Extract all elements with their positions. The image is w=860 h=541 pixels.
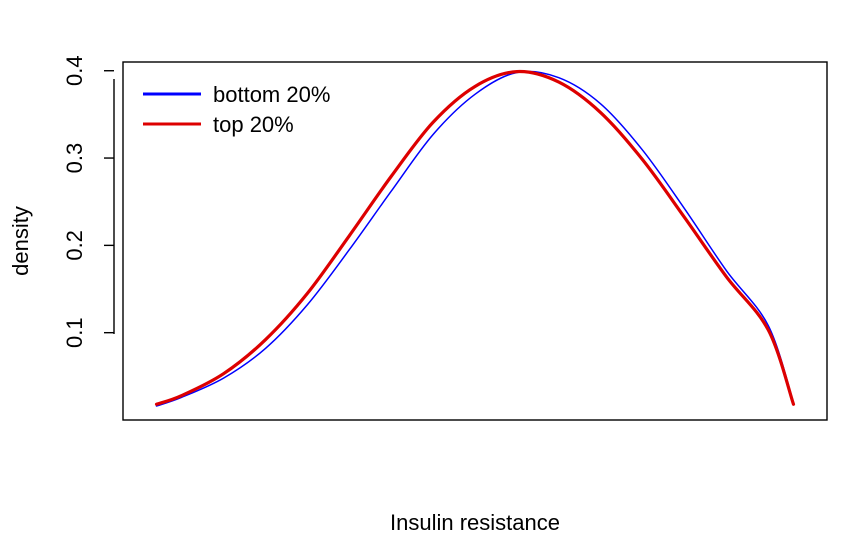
plot-frame [122,61,828,421]
x-axis-label: Insulin resistance [390,510,560,535]
series-layer [154,69,796,407]
y-tick-label: 0.4 [62,55,87,86]
y-tick-label: 0.1 [62,317,87,348]
series-line-top-20 [154,69,796,406]
y-axis: 0.1 0.2 0.3 0.4 [62,55,115,348]
legend: bottom 20% top 20% [143,82,330,137]
y-tick-label: 0.3 [62,143,87,174]
series-line-bottom-20 [155,70,795,407]
legend-label-bottom: bottom 20% [213,82,330,107]
y-tick-label: 0.2 [62,230,87,261]
legend-label-top: top 20% [213,112,294,137]
y-axis-label: density [8,206,33,276]
